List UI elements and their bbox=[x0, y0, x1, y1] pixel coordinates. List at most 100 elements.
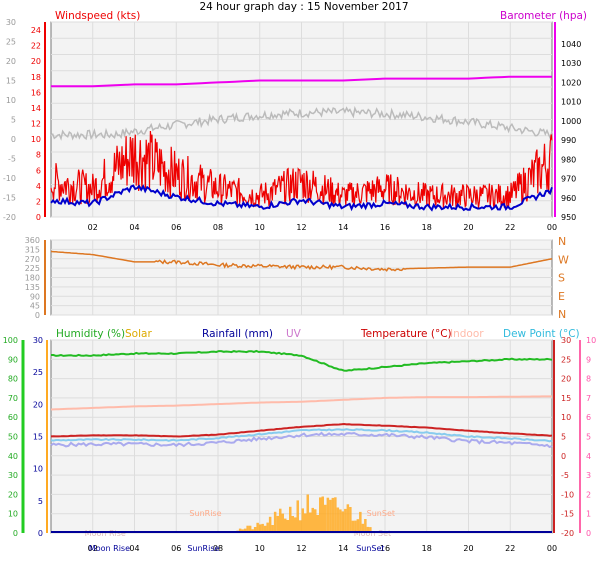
solar-bar bbox=[309, 512, 312, 533]
direction-tick-label: 225 bbox=[25, 264, 40, 273]
wind-outer-tick-label: 0 bbox=[11, 135, 16, 144]
wind-tick-label: 24 bbox=[31, 26, 41, 35]
wind-outer-tick-label: 10 bbox=[6, 96, 16, 105]
baro-tick-label: 1020 bbox=[561, 78, 581, 87]
solar-bar bbox=[281, 513, 284, 533]
baro-tick-label: 950 bbox=[561, 213, 576, 222]
temperature-tick-label: 0 bbox=[561, 452, 566, 461]
dewpoint-line bbox=[50, 428, 553, 443]
solar-bar bbox=[263, 525, 267, 533]
humidity-tick-label: 90 bbox=[8, 355, 18, 364]
wind-panel: Windspeed (kts) Barometer (hpa) 30252015… bbox=[3, 10, 587, 232]
solar-bar bbox=[331, 497, 335, 533]
x-tick-label: 14 bbox=[338, 544, 348, 553]
event-label: SunRise bbox=[189, 509, 221, 518]
temperature-tick-label: -20 bbox=[561, 529, 574, 538]
solar-bar bbox=[301, 508, 304, 533]
x-tick-label: 06 bbox=[171, 544, 181, 553]
rainfall-tick-label: 25 bbox=[33, 368, 43, 377]
wind-tick-label: 0 bbox=[36, 213, 41, 222]
x-tick-label: 08 bbox=[213, 544, 223, 553]
direction-tick-label: 135 bbox=[25, 283, 40, 292]
wind-tick-label: 22 bbox=[31, 42, 41, 51]
x-tick-label: 20 bbox=[463, 223, 473, 232]
uv-tick-label: 1 bbox=[586, 510, 591, 519]
solar-bar bbox=[354, 520, 357, 533]
solar-bar bbox=[246, 525, 249, 533]
uv-tick-label: 9 bbox=[586, 355, 591, 364]
wind-outer-tick-label: 25 bbox=[6, 38, 16, 47]
temperature-tick-label: -15 bbox=[561, 510, 574, 519]
baro-tick-label: 960 bbox=[561, 194, 576, 203]
humidity-tick-label: 60 bbox=[8, 413, 18, 422]
rainfall-tick-label: 20 bbox=[33, 400, 43, 409]
uv-tick-label: 5 bbox=[586, 433, 591, 442]
solar-bar bbox=[324, 504, 327, 533]
uv-tick-label: 7 bbox=[586, 394, 591, 403]
x-tick-label: 08 bbox=[213, 223, 223, 232]
x-tick-label: 14 bbox=[338, 223, 348, 232]
wind-tick-label: 12 bbox=[31, 120, 41, 129]
compass-label: W bbox=[558, 253, 569, 266]
wind-outer-tick-label: -5 bbox=[8, 155, 16, 164]
temperature-tick-label: -10 bbox=[561, 490, 574, 499]
temperature-tick-label: 15 bbox=[561, 394, 571, 403]
solar-bar bbox=[299, 520, 302, 533]
solar-bar bbox=[276, 515, 279, 533]
compass-label: E bbox=[558, 290, 565, 303]
solar-bar bbox=[319, 497, 322, 533]
x-tick-label: 04 bbox=[129, 544, 139, 553]
solar-bar bbox=[286, 520, 289, 533]
solar-bar bbox=[369, 527, 372, 533]
baro-tick-label: 980 bbox=[561, 155, 576, 164]
wind-tick-label: 10 bbox=[31, 135, 41, 144]
x-tick-label: 20 bbox=[463, 544, 473, 553]
wind-outer-tick-label: -15 bbox=[3, 194, 16, 203]
temperature-tick-label: 20 bbox=[561, 375, 571, 384]
direction-tick-label: 90 bbox=[30, 292, 40, 301]
wind-outer-tick-label: 5 bbox=[11, 116, 16, 125]
humidity-tick-label: 100 bbox=[3, 336, 18, 345]
baro-tick-label: 1000 bbox=[561, 117, 581, 126]
solar-bar bbox=[311, 507, 314, 533]
solar-bar bbox=[266, 522, 269, 533]
uv-tick-label: 10 bbox=[586, 336, 596, 345]
humidity-line bbox=[51, 349, 553, 372]
humidity-tick-label: 30 bbox=[8, 471, 18, 480]
event-label: SunSet bbox=[367, 509, 395, 518]
baro-tick-label: 970 bbox=[561, 175, 576, 184]
solar-axis-label: Solar bbox=[125, 328, 152, 340]
wind-outer-tick-label: 15 bbox=[6, 77, 16, 86]
x-tick-label: 16 bbox=[380, 544, 390, 553]
solar-bar bbox=[289, 506, 292, 533]
solar-bar bbox=[349, 507, 352, 533]
direction-tick-label: 270 bbox=[25, 255, 40, 264]
solar-bar bbox=[341, 511, 345, 533]
rainfall-tick-label: 10 bbox=[33, 465, 43, 474]
solar-bar bbox=[294, 517, 297, 533]
x-tick-label: 12 bbox=[296, 544, 306, 553]
solar-bar bbox=[291, 516, 294, 533]
humidity-tick-label: 0 bbox=[13, 529, 18, 538]
rainfall-tick-label: 30 bbox=[33, 336, 43, 345]
x-tick-label: 18 bbox=[422, 223, 432, 232]
direction-tick-label: 0 bbox=[35, 311, 40, 320]
gust-line bbox=[50, 130, 553, 209]
humidity-tick-label: 40 bbox=[8, 452, 18, 461]
wind-direction-line bbox=[50, 250, 553, 272]
solar-bar bbox=[346, 504, 350, 533]
solar-bar bbox=[253, 527, 257, 533]
solar-bar bbox=[261, 523, 264, 533]
event-label: Moon Set bbox=[354, 529, 391, 538]
temperature-grey-line bbox=[50, 105, 553, 141]
humidity-tick-label: 50 bbox=[8, 433, 18, 442]
solar-bar bbox=[284, 518, 287, 533]
temperature-tick-label: 5 bbox=[561, 433, 566, 442]
solar-bar bbox=[304, 513, 307, 533]
solar-bar bbox=[296, 500, 299, 533]
x-tick-label: 00 bbox=[547, 223, 557, 232]
event-label: SunSet bbox=[356, 544, 384, 553]
solar-bar bbox=[271, 525, 274, 533]
